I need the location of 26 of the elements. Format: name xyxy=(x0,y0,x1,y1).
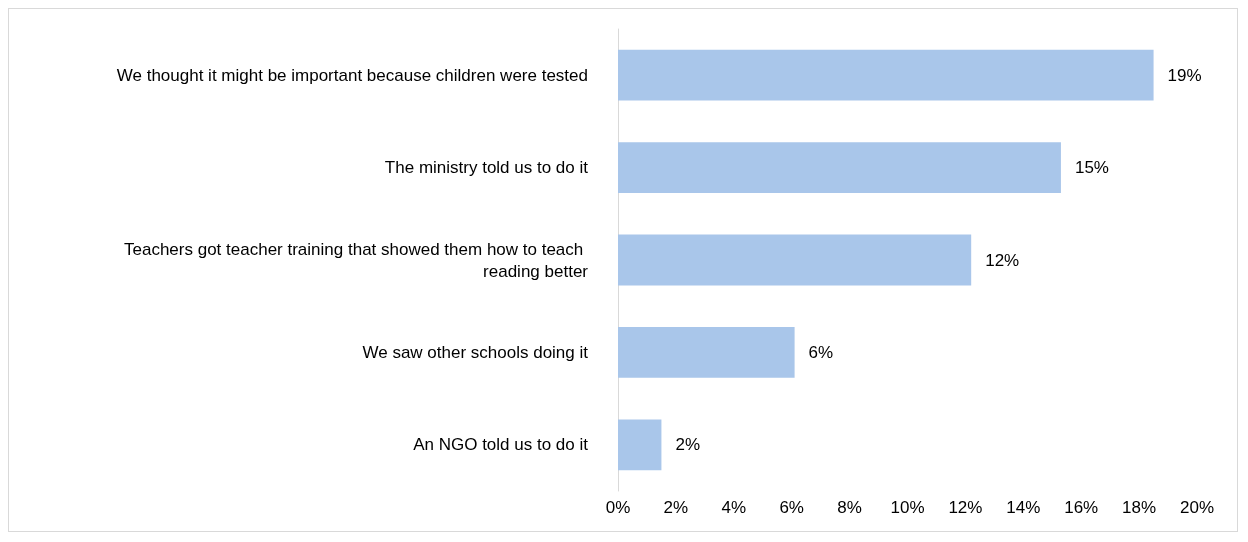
data-label: 6% xyxy=(808,342,834,362)
bar xyxy=(618,326,795,378)
y-tick-label: An NGO told us to do it xyxy=(413,435,589,455)
y-tick-label: We saw other schools doing it xyxy=(362,342,589,362)
y-tick-label: We thought it might be important because children were tested xyxy=(116,65,588,85)
data-label: 2% xyxy=(675,435,700,455)
x-tick-label: 14% xyxy=(1006,498,1041,517)
x-tick-label: 12% xyxy=(948,498,983,517)
bar xyxy=(618,142,1061,194)
bar xyxy=(618,49,1154,101)
data-label: 19% xyxy=(1167,65,1202,85)
x-tick-label: 16% xyxy=(1064,498,1099,517)
x-tick-label: 0% xyxy=(605,498,631,517)
y-tick-label: The ministry told us to do it xyxy=(384,158,589,178)
x-tick-label: 2% xyxy=(663,498,689,517)
x-tick-label: 10% xyxy=(890,498,925,517)
data-label: 15% xyxy=(1074,158,1109,178)
x-tick-label: 18% xyxy=(1122,498,1157,517)
y-tick-label: Teachers got teacher training that showed them how to teach reading better xyxy=(124,239,589,281)
x-tick-label: 8% xyxy=(837,498,862,517)
x-tick-label: 6% xyxy=(779,498,804,517)
bar xyxy=(618,234,972,286)
data-label: 12% xyxy=(985,250,1020,270)
x-tick-label: 20% xyxy=(1179,498,1215,517)
bar xyxy=(618,419,662,471)
x-tick-label: 4% xyxy=(721,498,747,517)
